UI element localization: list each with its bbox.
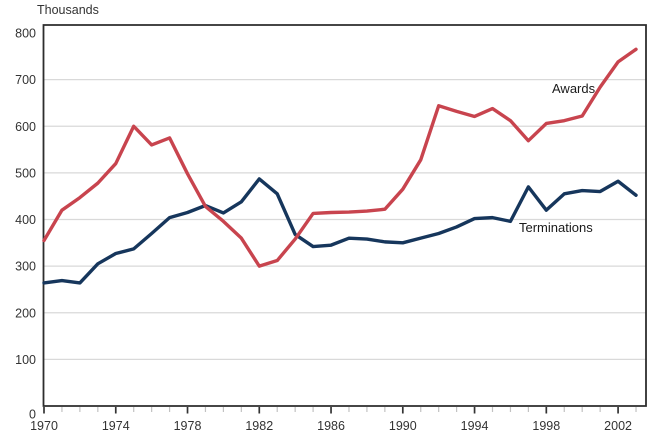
awards-series-label: Awards (552, 81, 596, 96)
x-tick-label: 1974 (102, 419, 130, 433)
y-tick-label: 600 (15, 120, 36, 134)
y-axis-unit-label: Thousands (37, 3, 99, 17)
x-tick-label: 1982 (245, 419, 273, 433)
x-tick-label: 1994 (461, 419, 489, 433)
x-tick-label: 1986 (317, 419, 345, 433)
y-tick-label: 800 (15, 27, 36, 41)
y-tick-label: 100 (15, 353, 36, 367)
awards-line (42, 47, 638, 268)
y-tick-label: 500 (15, 166, 36, 180)
plot-frame (42, 24, 647, 407)
y-tick-label: 200 (15, 306, 36, 320)
x-tick-label: 1970 (30, 419, 58, 433)
y-tick-label: 0 (29, 408, 36, 422)
y-tick-label: 700 (15, 73, 36, 87)
y-tick-label: 300 (15, 260, 36, 274)
x-tick-label: 2002 (604, 419, 632, 433)
x-tick-label: 1990 (389, 419, 417, 433)
x-tick-label: 1998 (532, 419, 560, 433)
terminations-line (42, 177, 638, 285)
y-tick-label: 400 (15, 213, 36, 227)
terminations-series-label: Terminations (519, 220, 593, 235)
x-tick-label: 1978 (174, 419, 202, 433)
